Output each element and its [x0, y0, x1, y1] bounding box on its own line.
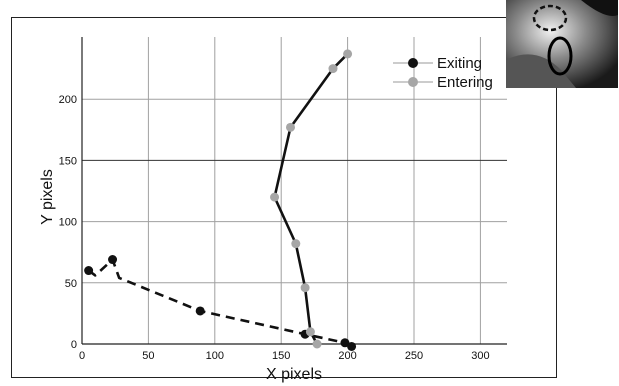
legend-label-exiting: Exiting: [437, 55, 482, 72]
x-tick-label: 150: [272, 350, 290, 362]
data-point-entering: [285, 122, 295, 132]
video-frame-thumbnail-icon: [506, 0, 618, 88]
data-point-exiting: [84, 266, 94, 276]
series-line-entering: [273, 52, 349, 345]
legend-marker-entering: [408, 77, 418, 87]
legend-marker-exiting: [408, 58, 418, 68]
legend: Exiting Entering: [393, 55, 493, 91]
y-tick-label: 150: [59, 155, 77, 167]
data-point-entering: [305, 327, 315, 337]
y-tick-label: 100: [59, 217, 77, 229]
y-tick-label: 50: [65, 278, 77, 290]
data-point-entering: [270, 192, 280, 202]
y-tick-label: 200: [59, 94, 77, 106]
data-point-exiting: [108, 255, 118, 265]
x-tick-label: 100: [206, 350, 224, 362]
data-point-exiting: [340, 338, 350, 348]
grid-lines: [82, 37, 507, 344]
series-line-exiting: [87, 258, 353, 348]
axes: [81, 37, 507, 345]
y-axis-title: Y pixels: [39, 169, 56, 225]
figure-frame: [11, 17, 557, 378]
data-point-exiting: [195, 306, 205, 316]
x-tick-label: 50: [142, 350, 154, 362]
x-tick-label: 300: [471, 350, 489, 362]
x-axis-title: X pixels: [266, 366, 322, 383]
legend-label-entering: Entering: [437, 74, 493, 91]
x-tick-label: 250: [405, 350, 423, 362]
data-point-entering: [328, 64, 338, 74]
data-point-entering: [312, 339, 322, 349]
data-point-entering: [300, 283, 310, 293]
y-tick-label: 0: [71, 339, 77, 351]
data-markers: [84, 49, 357, 351]
data-point-exiting: [347, 341, 357, 351]
x-tick-label: 200: [338, 350, 356, 362]
data-point-entering: [343, 49, 353, 59]
data-point-entering: [291, 239, 301, 249]
tick-labels: 0 50 100 150 200 250 300 0 50 100 150 200: [59, 94, 490, 362]
x-tick-label: 0: [79, 350, 85, 362]
series-lines: [87, 52, 353, 348]
